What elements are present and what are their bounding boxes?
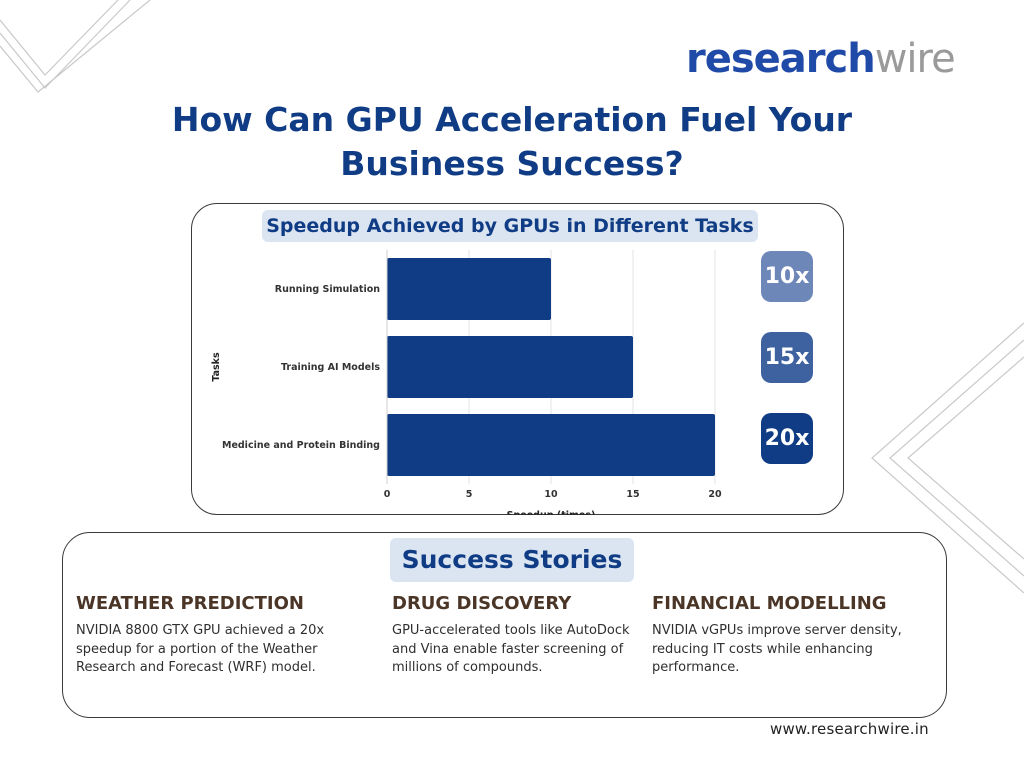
story-title: DRUG DISCOVERY: [392, 593, 572, 614]
y-axis-label: Tasks: [211, 352, 222, 382]
logo-wire-text: wire: [874, 36, 956, 82]
x-tick-label: 15: [626, 489, 639, 500]
logo-research-text: research: [686, 36, 876, 82]
researchwire-logo: researchwire: [686, 34, 956, 84]
x-axis-label: Speedup (times): [507, 510, 596, 515]
bar-1: [387, 258, 551, 320]
x-tick-label: 5: [466, 489, 473, 500]
category-label: Medicine and Protein Binding: [222, 440, 380, 451]
bar-3: [387, 414, 715, 476]
chart-title: Speedup Achieved by GPUs in Different Ta…: [262, 210, 758, 242]
story-text: NVIDIA vGPUs improve server density, red…: [652, 623, 902, 675]
top-left-decorative-lines: [0, 0, 151, 93]
story-title: WEATHER PREDICTION: [76, 593, 304, 614]
speedup-badge-20x: 20x: [761, 413, 813, 464]
story-drug-discovery: DRUG DISCOVERY GPU-accelerated tools lik…: [392, 592, 642, 678]
x-tick-label: 20: [708, 489, 722, 500]
footer-website-url: www.researchwire.in: [770, 720, 929, 738]
story-text: GPU-accelerated tools like AutoDock and …: [392, 623, 630, 675]
story-weather-prediction: WEATHER PREDICTION NVIDIA 8800 GTX GPU a…: [76, 592, 326, 678]
speedup-bar-chart: Running Simulation Training AI Models Medi…: [211, 250, 722, 515]
bar-2: [387, 336, 633, 398]
x-tick-label: 0: [384, 489, 391, 500]
speedup-badge-15x: 15x: [761, 332, 813, 383]
story-financial-modelling: FINANCIAL MODELLING NVIDIA vGPUs improve…: [652, 592, 902, 678]
category-label: Training AI Models: [281, 362, 380, 373]
story-text: NVIDIA 8800 GTX GPU achieved a 20x speed…: [76, 623, 325, 675]
story-title: FINANCIAL MODELLING: [652, 593, 887, 614]
speedup-badge-10x: 10x: [761, 251, 813, 302]
page-title: How Can GPU Acceleration Fuel Your Busin…: [0, 98, 1024, 186]
x-tick-label: 10: [544, 489, 558, 500]
page-title-line-2: Business Success?: [340, 144, 684, 183]
success-stories-heading: Success Stories: [390, 538, 634, 582]
category-label: Running Simulation: [275, 284, 380, 295]
page-title-line-1: How Can GPU Acceleration Fuel Your: [171, 100, 853, 139]
right-decorative-lines: [871, 322, 1024, 594]
